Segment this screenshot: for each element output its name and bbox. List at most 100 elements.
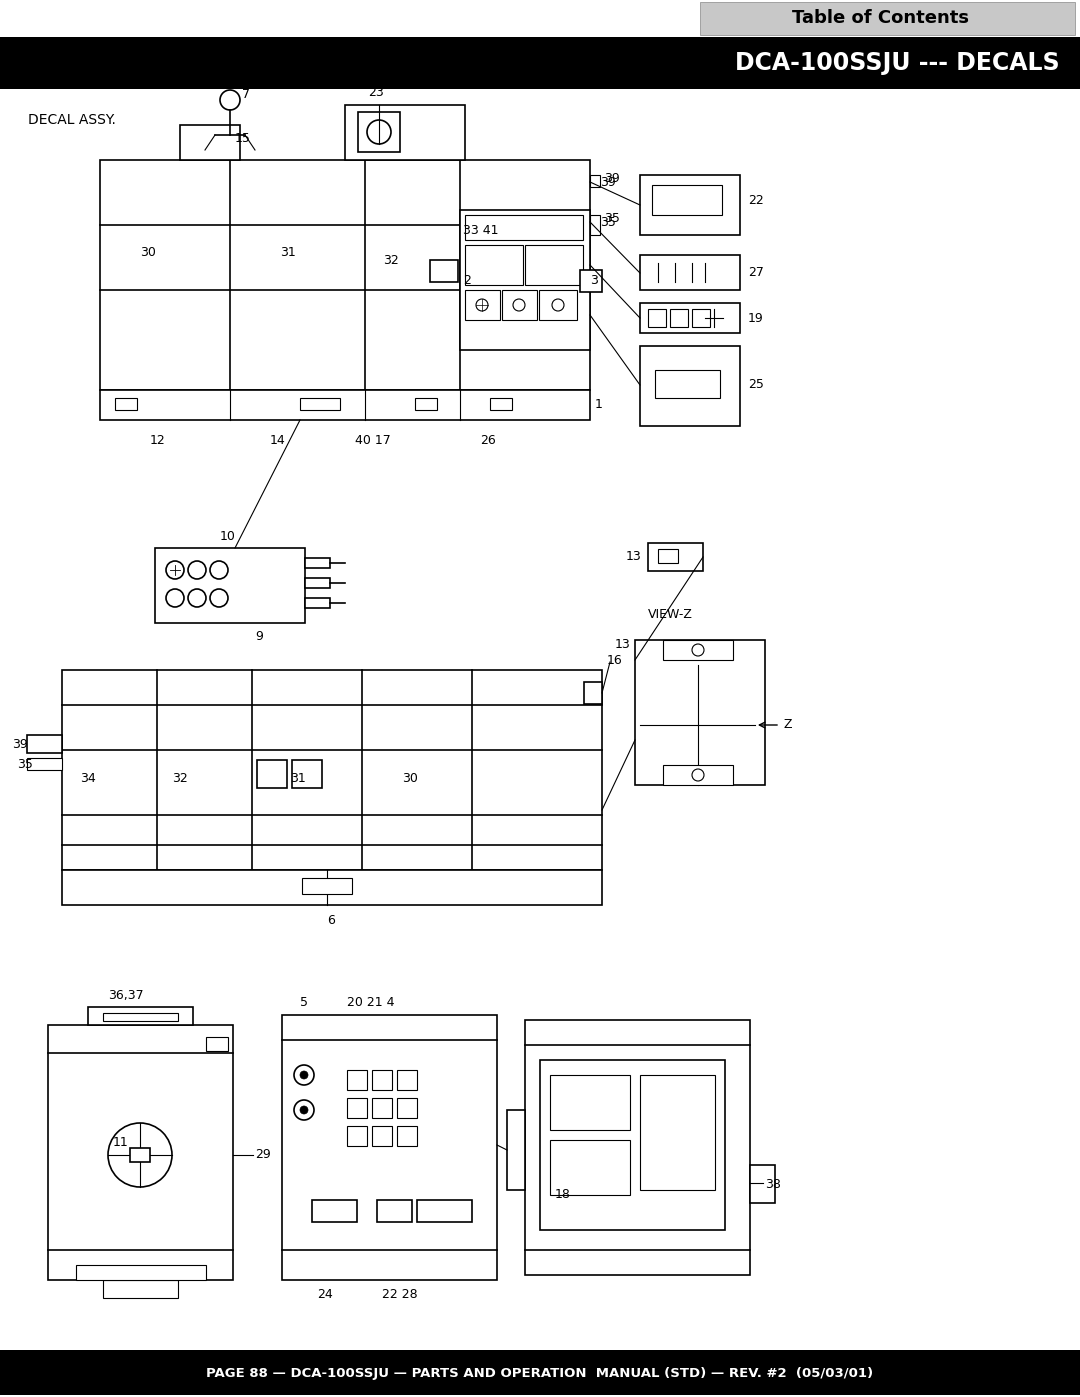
- Bar: [525, 1020, 750, 1275]
- Text: DCA-100SSJU --- DECALS: DCA-100SSJU --- DECALS: [735, 52, 1059, 75]
- Bar: [0, 1350, 1080, 1396]
- Bar: [465, 244, 523, 285]
- Bar: [180, 124, 240, 161]
- Text: 39: 39: [604, 172, 620, 184]
- Bar: [206, 1037, 228, 1051]
- Bar: [372, 1098, 392, 1118]
- Text: VIEW-Z: VIEW-Z: [648, 609, 693, 622]
- Text: PAGE 88 — DCA-100SSJU — PARTS AND OPERATION  MANUAL (STD) — REV. #2  (05/03/01): PAGE 88 — DCA-100SSJU — PARTS AND OPERAT…: [206, 1366, 874, 1379]
- Bar: [490, 398, 512, 409]
- Bar: [305, 557, 330, 569]
- Bar: [372, 1126, 392, 1146]
- Text: 19: 19: [748, 312, 764, 324]
- Bar: [62, 870, 602, 905]
- Bar: [652, 184, 723, 215]
- Bar: [347, 1098, 367, 1118]
- Bar: [87, 1007, 193, 1025]
- Text: 32: 32: [172, 771, 188, 785]
- Text: Z: Z: [783, 718, 792, 732]
- Text: 39: 39: [600, 176, 616, 189]
- Text: 1: 1: [595, 398, 603, 412]
- Bar: [27, 735, 62, 753]
- Bar: [640, 175, 740, 235]
- Bar: [347, 1126, 367, 1146]
- Bar: [539, 291, 577, 320]
- Text: 35: 35: [604, 211, 620, 225]
- Bar: [590, 215, 600, 235]
- Text: 9: 9: [255, 630, 262, 643]
- Text: 25: 25: [748, 379, 764, 391]
- Bar: [103, 1013, 178, 1021]
- Bar: [590, 175, 600, 187]
- Bar: [100, 390, 590, 420]
- Bar: [507, 1111, 525, 1190]
- Text: 33 41: 33 41: [463, 224, 499, 236]
- Bar: [156, 548, 305, 623]
- Text: 26: 26: [480, 433, 496, 447]
- Circle shape: [300, 1106, 308, 1113]
- Text: 12: 12: [150, 433, 165, 447]
- Bar: [417, 1200, 472, 1222]
- Text: 6: 6: [327, 914, 335, 926]
- Bar: [397, 1126, 417, 1146]
- Text: 22: 22: [748, 194, 764, 207]
- Bar: [305, 578, 330, 588]
- Text: 3: 3: [590, 274, 598, 286]
- Bar: [76, 1266, 206, 1280]
- Text: 22 28: 22 28: [382, 1288, 418, 1302]
- Bar: [700, 1, 1075, 35]
- Bar: [580, 270, 602, 292]
- Bar: [312, 1200, 357, 1222]
- Text: 32: 32: [383, 253, 399, 267]
- Text: 30: 30: [140, 246, 156, 258]
- Bar: [663, 766, 733, 785]
- Bar: [692, 309, 710, 327]
- Bar: [305, 598, 330, 608]
- Text: 40 17: 40 17: [355, 433, 391, 447]
- Text: 15: 15: [235, 131, 251, 144]
- Bar: [465, 291, 500, 320]
- Bar: [550, 1076, 630, 1130]
- Bar: [670, 309, 688, 327]
- Bar: [397, 1070, 417, 1090]
- Text: 11: 11: [113, 1137, 129, 1150]
- Text: 13: 13: [615, 638, 631, 651]
- Bar: [663, 640, 733, 659]
- Bar: [550, 1140, 630, 1194]
- Bar: [640, 1076, 715, 1190]
- Text: 34: 34: [80, 771, 96, 785]
- Bar: [654, 370, 720, 398]
- Text: 29: 29: [255, 1148, 271, 1161]
- Bar: [635, 640, 765, 785]
- Text: 16: 16: [607, 654, 623, 666]
- Bar: [584, 682, 602, 704]
- Bar: [415, 398, 437, 409]
- Text: 31: 31: [291, 771, 306, 785]
- Bar: [640, 346, 740, 426]
- Bar: [658, 549, 678, 563]
- Text: 36,37: 36,37: [108, 989, 144, 1002]
- Bar: [372, 1070, 392, 1090]
- Bar: [103, 1280, 178, 1298]
- Bar: [27, 759, 62, 770]
- Bar: [300, 398, 340, 409]
- Text: 23: 23: [368, 85, 383, 99]
- Bar: [648, 309, 666, 327]
- Bar: [502, 291, 537, 320]
- Bar: [130, 1148, 150, 1162]
- Text: 18: 18: [555, 1189, 571, 1201]
- Text: 14: 14: [270, 433, 286, 447]
- Text: 20 21 4: 20 21 4: [347, 996, 394, 1010]
- Bar: [540, 1060, 725, 1229]
- Circle shape: [300, 1071, 308, 1078]
- Text: 38: 38: [765, 1179, 781, 1192]
- Text: 10: 10: [220, 529, 235, 542]
- Bar: [257, 760, 287, 788]
- Bar: [292, 760, 322, 788]
- Text: 30: 30: [402, 771, 418, 785]
- Bar: [62, 671, 602, 870]
- Bar: [525, 244, 583, 285]
- Bar: [377, 1200, 411, 1222]
- Text: 27: 27: [748, 267, 764, 279]
- Bar: [0, 36, 1080, 89]
